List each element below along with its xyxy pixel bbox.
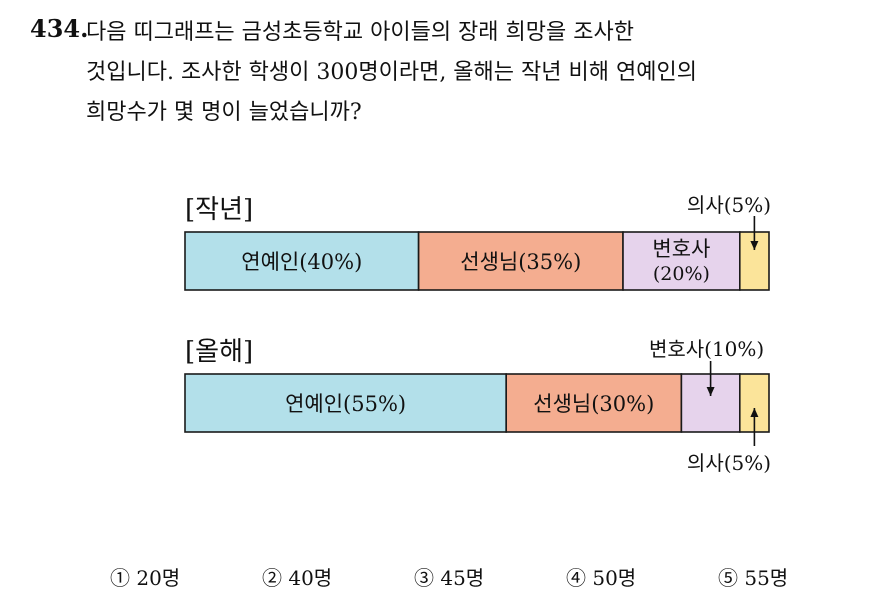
chart-1-segment-변호사 xyxy=(622,231,741,291)
question-number: 434. xyxy=(30,14,89,43)
chart-1-title: [작년] xyxy=(185,195,253,225)
chart-1-label-연예인: 연예인(40%) xyxy=(241,250,362,274)
chart-2-label-의사: 의사(5%) xyxy=(687,451,771,475)
question-line-2: 것입니다. 조사한 학생이 300명이라면, 올해는 작년 비해 연예인의 xyxy=(86,60,697,85)
chart-1-label-변호사-value: (20%) xyxy=(653,263,710,285)
question-line-1: 다음 띠그래프는 금성초등학교 아이들의 장래 희망을 조사한 xyxy=(86,20,634,45)
chart-2-label-선생님: 선생님(30%) xyxy=(533,392,654,416)
chart-2-segment-선생님 xyxy=(505,373,683,433)
chart-2-callout-arrow-lawyer-head xyxy=(706,387,715,396)
choice-2[interactable]: ② 40명 xyxy=(262,566,333,590)
chart-2-title: [올해] xyxy=(185,337,253,367)
question-line-3: 희망수가 몇 명이 늘었습니까? xyxy=(86,100,362,125)
chart-1-label-선생님: 선생님(35%) xyxy=(460,250,581,274)
choice-4[interactable]: ④ 50명 xyxy=(566,566,637,590)
choice-5[interactable]: ⑤ 55명 xyxy=(718,566,789,590)
chart-1-segment-연예인 xyxy=(184,231,420,291)
chart-2-label-연예인: 연예인(55%) xyxy=(285,392,406,416)
chart-1-callout-arrow-head xyxy=(750,241,759,250)
choice-1[interactable]: ① 20명 xyxy=(110,566,181,590)
chart-1-label-변호사-name: 변호사 xyxy=(652,237,710,261)
choice-3[interactable]: ③ 45명 xyxy=(414,566,485,590)
chart-1-label-의사: 의사(5%) xyxy=(687,193,771,217)
chart-2-callout-arrow-doctor-head xyxy=(750,408,759,417)
chart-2-label-변호사: 변호사(10%) xyxy=(649,337,764,361)
chart-1-segment-선생님 xyxy=(417,231,624,291)
